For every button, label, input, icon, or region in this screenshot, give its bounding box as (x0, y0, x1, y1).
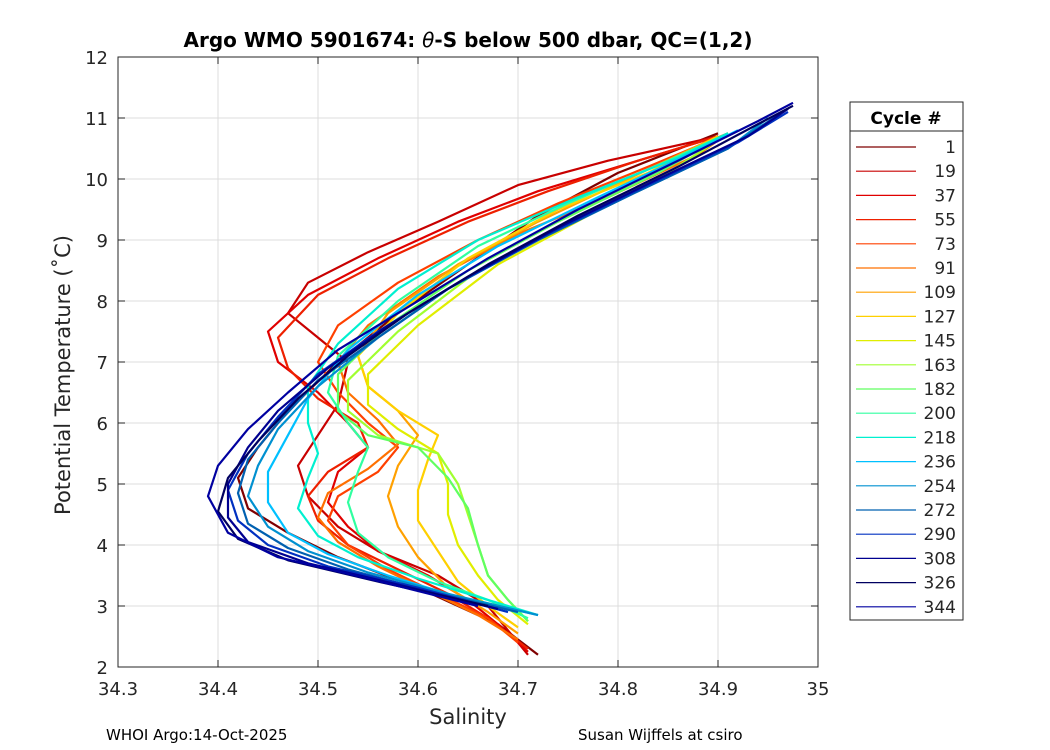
legend-label-344: 344 (924, 598, 956, 618)
legend-label-37: 37 (934, 186, 956, 206)
y-tick-label: 8 (97, 292, 108, 313)
series-line-cycle-344 (206, 101, 794, 608)
legend-label-254: 254 (924, 477, 956, 497)
footer-credit: Susan Wijffels at csiro (578, 726, 743, 744)
series-line-cycle-326 (216, 104, 794, 608)
legend-label-326: 326 (924, 574, 956, 594)
y-tick-label: 10 (85, 170, 108, 191)
legend-label-236: 236 (924, 453, 956, 473)
series-line-cycle-182 (336, 132, 729, 623)
legend-label-182: 182 (924, 380, 956, 400)
chart-title: Argo WMO 5901674: θ-S below 500 dbar, QC… (184, 28, 753, 52)
legend-label-91: 91 (934, 259, 956, 279)
y-tick-label: 4 (97, 536, 108, 557)
x-tick-label: 34.7 (498, 679, 538, 700)
legend-label-1: 1 (945, 138, 956, 158)
y-tick-label: 6 (97, 414, 108, 435)
series-line-cycle-218 (296, 132, 729, 617)
x-tick-label: 34.6 (398, 679, 438, 700)
y-tick-label: 7 (97, 353, 108, 374)
legend-label-145: 145 (924, 332, 956, 352)
series-line-cycle-308 (226, 107, 789, 611)
y-tick-label: 5 (97, 475, 108, 496)
legend-label-272: 272 (924, 501, 956, 521)
legend-label-73: 73 (934, 235, 956, 255)
legend: Cycle # 1 19 37 55 73 91 109 127 145 163 182 200 218… (849, 101, 964, 621)
legend-label-200: 200 (924, 404, 956, 424)
legend-label-55: 55 (934, 211, 956, 231)
y-tick-label: 12 (85, 48, 108, 69)
legend-label-163: 163 (924, 356, 956, 376)
y-tick-label: 9 (97, 231, 108, 252)
legend-label-218: 218 (924, 428, 956, 448)
legend-label-19: 19 (934, 162, 956, 182)
series-line-cycle-236 (266, 129, 739, 617)
series-line-cycle-145 (366, 132, 729, 626)
x-tick-label: 34.5 (298, 679, 338, 700)
legend-label-308: 308 (924, 549, 956, 569)
series-line-cycle-55 (276, 135, 719, 650)
legend-entries: 1 19 37 55 73 91 109 127 145 163 182 200 218 236 254 27… (856, 138, 956, 618)
x-tick-label: 34.3 (98, 679, 138, 700)
x-tick-label: 35 (807, 679, 830, 700)
axis-ticks: 34.3 34.4 34.5 34.6 34.7 34.8 34.9 35 2 3 4 5 6 7 8 9 10… (85, 48, 829, 700)
y-axis-label: Potential Temperature (˚C) (51, 235, 75, 515)
series-line-cycle-200 (326, 132, 729, 620)
x-tick-label: 34.8 (598, 679, 638, 700)
legend-title: Cycle # (870, 109, 941, 129)
legend-label-127: 127 (924, 307, 956, 327)
y-tick-label: 11 (85, 109, 108, 130)
footer-source: WHOI Argo:14-Oct-2025 (106, 726, 288, 744)
y-tick-label: 3 (97, 597, 108, 618)
series-line-cycle-37 (266, 135, 719, 653)
x-tick-label: 34.4 (198, 679, 238, 700)
series-line-cycle-163 (346, 132, 729, 623)
x-axis-label: Salinity (429, 705, 507, 729)
legend-label-290: 290 (924, 525, 956, 545)
series-lines (206, 101, 794, 656)
legend-label-109: 109 (924, 283, 956, 303)
series-line-cycle-127 (356, 135, 719, 629)
series-line-cycle-109 (356, 135, 719, 635)
y-tick-label: 2 (97, 658, 108, 679)
x-tick-label: 34.9 (698, 679, 738, 700)
